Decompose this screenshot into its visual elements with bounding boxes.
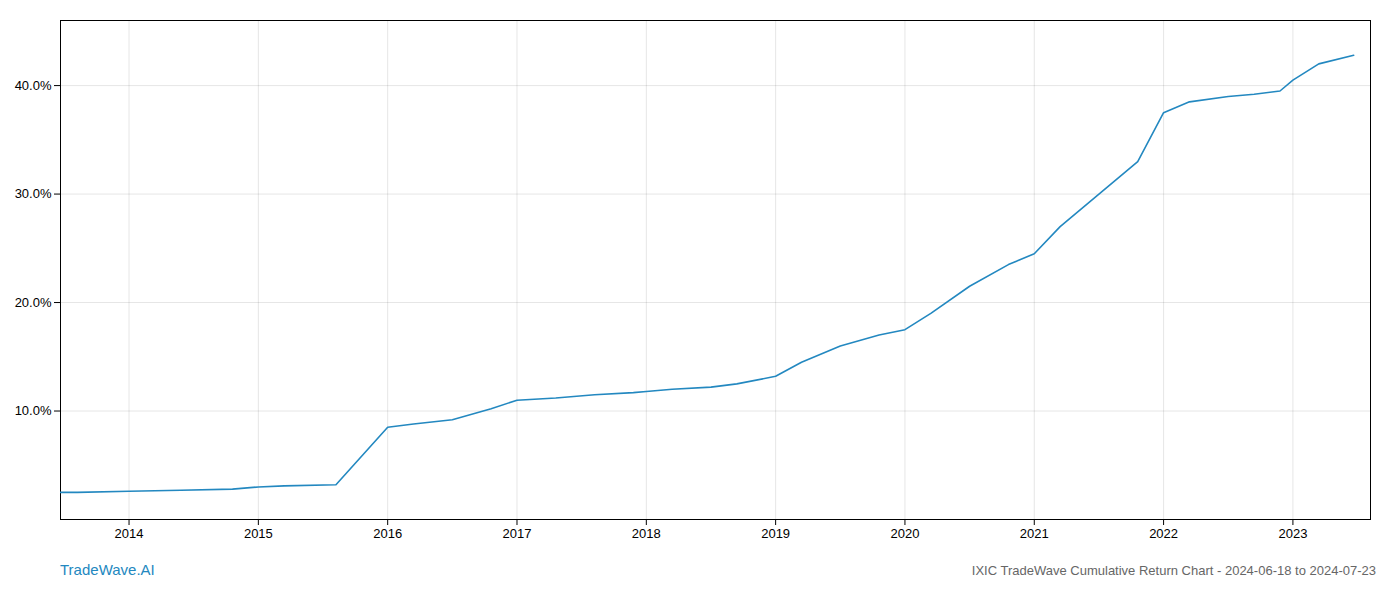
svg-text:2019: 2019 — [761, 526, 790, 541]
svg-text:10.0%: 10.0% — [15, 403, 52, 418]
svg-text:2015: 2015 — [244, 526, 273, 541]
svg-text:20.0%: 20.0% — [15, 295, 52, 310]
html-text:IXIC TradeWave Cumulative Retu: IXIC TradeWave Cumulative Return Chart -… — [971, 563, 1376, 578]
svg-text:30.0%: 30.0% — [15, 186, 52, 201]
svg-text:2023: 2023 — [1278, 526, 1307, 541]
svg-text:40.0%: 40.0% — [15, 78, 52, 93]
html-text:TradeWave.AI: TradeWave.AI — [60, 561, 155, 578]
svg-text:2021: 2021 — [1020, 526, 1049, 541]
svg-text:2022: 2022 — [1149, 526, 1178, 541]
svg-text:2016: 2016 — [373, 526, 402, 541]
svg-text:2018: 2018 — [632, 526, 661, 541]
svg-text:2017: 2017 — [503, 526, 532, 541]
svg-text:2014: 2014 — [115, 526, 144, 541]
svg-text:2020: 2020 — [890, 526, 919, 541]
